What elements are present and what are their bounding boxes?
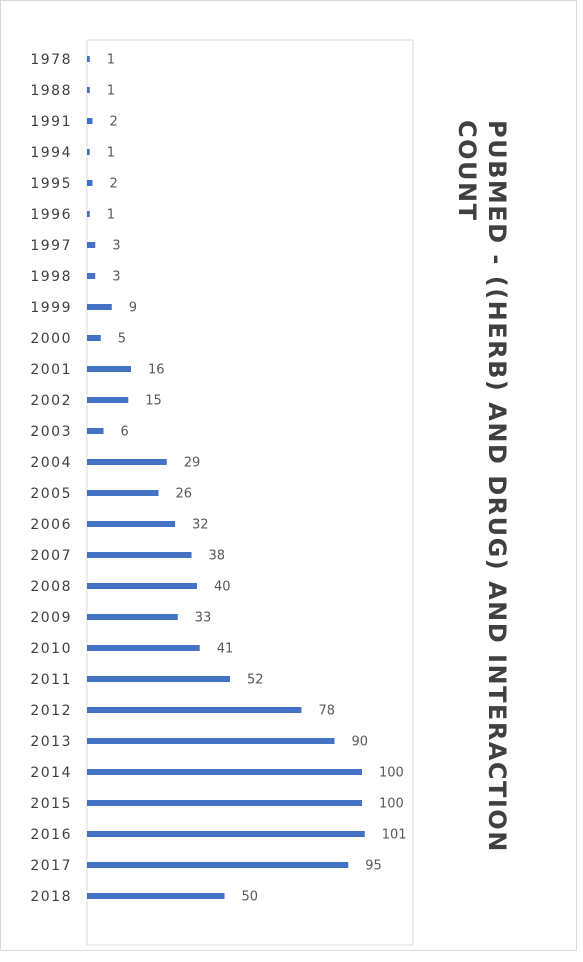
bar — [87, 552, 192, 558]
y-tick-label: 1996 — [30, 207, 72, 223]
bar — [87, 459, 167, 465]
bar — [87, 118, 93, 124]
data-label: 1 — [107, 84, 115, 99]
bar — [87, 583, 197, 589]
bar — [87, 304, 112, 310]
y-tick-label: 1997 — [30, 238, 72, 254]
bar — [87, 335, 101, 341]
y-tick-label: 2005 — [30, 486, 72, 502]
data-label: 29 — [184, 456, 201, 471]
data-label: 6 — [121, 425, 129, 440]
data-label: 2 — [110, 177, 118, 192]
data-label: 100 — [379, 797, 404, 812]
y-tick-label: 2010 — [30, 641, 72, 657]
y-tick-label: 2001 — [30, 362, 72, 378]
y-tick-label: 2002 — [30, 393, 72, 409]
data-label: 2 — [110, 115, 118, 130]
bar — [87, 862, 349, 868]
data-label: 1 — [107, 208, 115, 223]
y-tick-label: 1978 — [30, 52, 72, 68]
data-label: 78 — [319, 704, 336, 719]
data-label: 26 — [176, 487, 193, 502]
data-label: 15 — [145, 394, 162, 409]
y-tick-label: 1998 — [30, 269, 72, 285]
bar — [87, 149, 90, 155]
bar — [87, 87, 90, 93]
bar — [87, 614, 178, 620]
y-tick-label: 2012 — [30, 703, 72, 719]
data-label: 33 — [195, 611, 212, 626]
y-tick-label: 2018 — [30, 889, 72, 905]
y-tick-label: 1994 — [30, 145, 72, 161]
bar — [87, 366, 131, 372]
bar — [87, 645, 200, 651]
y-tick-label: 1991 — [30, 114, 72, 130]
y-tick-label: 2013 — [30, 734, 72, 750]
data-label: 41 — [217, 642, 234, 657]
data-label: 5 — [118, 332, 126, 347]
data-label: 9 — [129, 301, 137, 316]
bar — [87, 273, 96, 279]
data-label: 16 — [148, 363, 165, 378]
y-tick-label: 1988 — [30, 83, 72, 99]
y-tick-label: 2017 — [30, 858, 72, 874]
bar — [87, 676, 230, 682]
y-tick-label: 2009 — [30, 610, 72, 626]
data-label: 1 — [107, 53, 115, 68]
data-label: 100 — [379, 766, 404, 781]
data-label: 1 — [107, 146, 115, 161]
bar — [87, 397, 129, 403]
data-label: 40 — [214, 580, 231, 595]
y-tick-label: 1999 — [30, 300, 72, 316]
y-tick-label: 2004 — [30, 455, 72, 471]
y-tick-label: 2014 — [30, 765, 72, 781]
data-label: 3 — [112, 239, 120, 254]
data-label: 50 — [242, 890, 259, 905]
y-tick-label: 2003 — [30, 424, 72, 440]
y-tick-label: 2008 — [30, 579, 72, 595]
data-label: 52 — [247, 673, 264, 688]
y-tick-label: 2016 — [30, 827, 72, 843]
data-label: 38 — [209, 549, 226, 564]
bar — [87, 800, 362, 806]
bar — [87, 893, 225, 899]
y-tick-label: 2007 — [30, 548, 72, 564]
y-tick-label: 2000 — [30, 331, 72, 347]
bar — [87, 521, 175, 527]
bar — [87, 769, 362, 775]
chart-border — [0, 0, 577, 951]
bar — [87, 242, 96, 248]
data-label: 3 — [112, 270, 120, 285]
data-label: 90 — [352, 735, 369, 750]
bar — [87, 707, 302, 713]
data-label: 32 — [192, 518, 209, 533]
data-label: 95 — [365, 859, 382, 874]
bar — [87, 831, 365, 837]
bar — [87, 211, 90, 217]
bar — [87, 56, 90, 62]
y-tick-label: 2006 — [30, 517, 72, 533]
bar — [87, 180, 93, 186]
y-tick-label: 2011 — [30, 672, 72, 688]
bar — [87, 738, 335, 744]
bar — [87, 428, 104, 434]
chart-title: PUBMED - ((HERB) AND DRUG) AND INTERACTI… — [453, 120, 511, 853]
bar — [87, 490, 159, 496]
y-tick-label: 1995 — [30, 176, 72, 192]
data-label: 101 — [382, 828, 407, 843]
y-tick-label: 2015 — [30, 796, 72, 812]
